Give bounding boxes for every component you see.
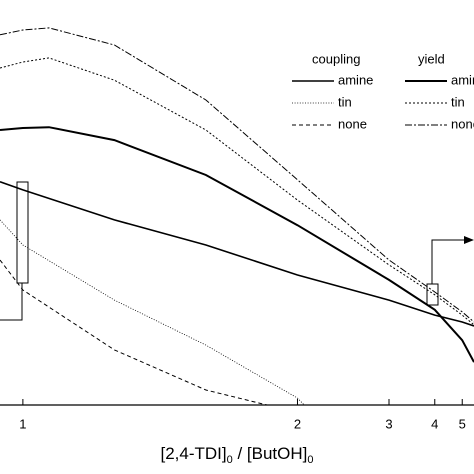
legend-label: tin <box>451 94 465 109</box>
legend-label: amine <box>451 72 474 87</box>
highlight-box <box>16 181 29 284</box>
x-axis-label: [2,4-TDI]0 / [ButOH]0 <box>160 444 313 465</box>
x-label-text: [2,4-TDI] <box>160 444 226 463</box>
arrow-head <box>464 236 474 244</box>
highlight-box <box>426 283 439 306</box>
x-label-subscript: 0 <box>227 454 233 466</box>
legend-label: tin <box>338 94 352 109</box>
x-tick-label: 2 <box>294 416 301 431</box>
legend-title: coupling <box>312 51 360 66</box>
x-tick-label: 1 <box>19 416 26 431</box>
legend-label: none <box>338 116 367 131</box>
x-tick-label: 5 <box>459 416 466 431</box>
legend-title: yield <box>418 51 445 66</box>
data-line <box>0 126 474 363</box>
legend-label: amine <box>338 72 373 87</box>
data-line <box>0 181 474 327</box>
x-label-subscript: 0 <box>307 454 313 466</box>
data-line <box>0 259 268 406</box>
x-label-text: / [ButOH] <box>233 444 308 463</box>
x-tick-label: 4 <box>431 416 438 431</box>
data-line <box>0 27 474 323</box>
annotation-arrow <box>0 283 23 321</box>
data-line <box>0 57 474 326</box>
annotation-arrow <box>431 239 468 284</box>
x-tick-label: 3 <box>385 416 392 431</box>
data-line <box>0 219 305 406</box>
legend-label: none <box>451 116 474 131</box>
